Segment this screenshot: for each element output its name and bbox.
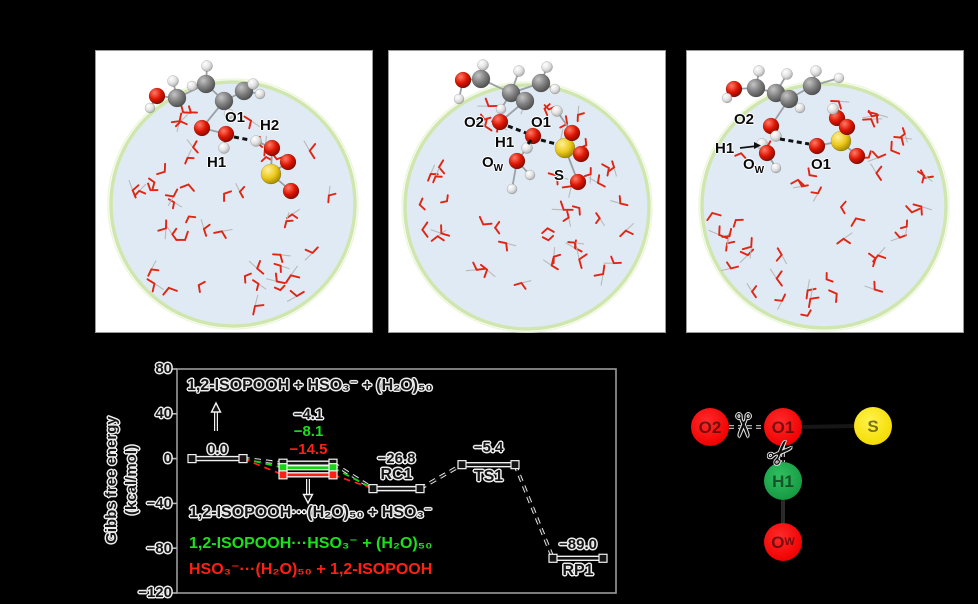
snapshot-panel-rp1: O2 H1 OW O1: [686, 50, 964, 333]
molecular-snapshot-art-rc1: [107, 60, 359, 330]
atom-label: O2: [464, 114, 485, 131]
atom-label: OW: [482, 154, 504, 174]
atom-label: OW: [743, 156, 765, 176]
snapshot-panel-ts1: O2 O1 H1 OW S: [388, 50, 666, 333]
scissors-icon: ✂: [724, 411, 762, 440]
energy-value-rc1: −26.8: [377, 450, 416, 467]
annotation-separated-reactants: 1,2-ISOPOOH + HSO₃⁻ + (H₂O)₅₀: [187, 377, 433, 394]
energy-value-ts1: −5.4: [473, 439, 504, 456]
y-tick-0: 0: [163, 450, 172, 467]
energy-value-reactants: 0.0: [207, 441, 228, 458]
key-atom-o1: O1: [764, 408, 802, 446]
bond-lines-canvas: [729, 424, 855, 523]
state-label-rc1: RC1: [380, 466, 413, 483]
y-tick-m120: −120: [138, 584, 172, 601]
atom-label: H2: [260, 117, 280, 134]
y-axis-title: Gibbs free energy (kcal/mol): [102, 370, 146, 590]
energy-value-complex-red: −14.5: [289, 441, 328, 458]
state-label-ts1: TS1: [473, 468, 504, 485]
atom-label: H1: [495, 134, 515, 151]
y-axis-title-line2: (kcal/mol): [123, 444, 141, 516]
key-atom-s: S: [854, 407, 892, 445]
y-tick-m80: −80: [146, 540, 172, 557]
key-atom-h1: H1: [764, 462, 802, 500]
y-tick-80: 80: [155, 360, 172, 377]
energy-value-rp1: −89.0: [559, 536, 597, 553]
state-label-rp1: RP1: [562, 562, 594, 579]
y-axis-title-line1: Gibbs free energy: [103, 416, 120, 544]
atom-label: H1: [207, 154, 227, 171]
key-atom-o2: O2: [691, 408, 729, 446]
atom-label: O1: [811, 156, 832, 173]
atom-label: O1: [225, 109, 246, 126]
annotation-complex-red: HSO₃⁻···(H₂O)₅₀ + 1,2-ISOPOOH: [189, 561, 433, 578]
y-tick-40: 40: [155, 405, 172, 422]
energy-value-complex-black: −4.1: [293, 406, 324, 423]
y-tick-m40: −40: [146, 495, 172, 512]
atom-label: O2: [734, 111, 755, 128]
annotation-complex-black: 1,2-ISOPOOH···(H₂O)₅₀ + HSO₃⁻: [189, 504, 433, 521]
snapshot-panel-rc1: O1 H2 H1: [95, 50, 373, 333]
molecular-snapshot-art-rp1: [698, 65, 950, 332]
energy-value-complex-green: −8.1: [293, 423, 324, 440]
atom-label: O1: [531, 114, 552, 131]
molecular-snapshot-art-ts1: [401, 59, 653, 333]
annotation-complex-green: 1,2-ISOPOOH···HSO₃⁻ + (H₂O)₅₀: [189, 535, 433, 552]
atom-label: S: [554, 167, 565, 184]
atom-label: H1: [715, 140, 735, 157]
